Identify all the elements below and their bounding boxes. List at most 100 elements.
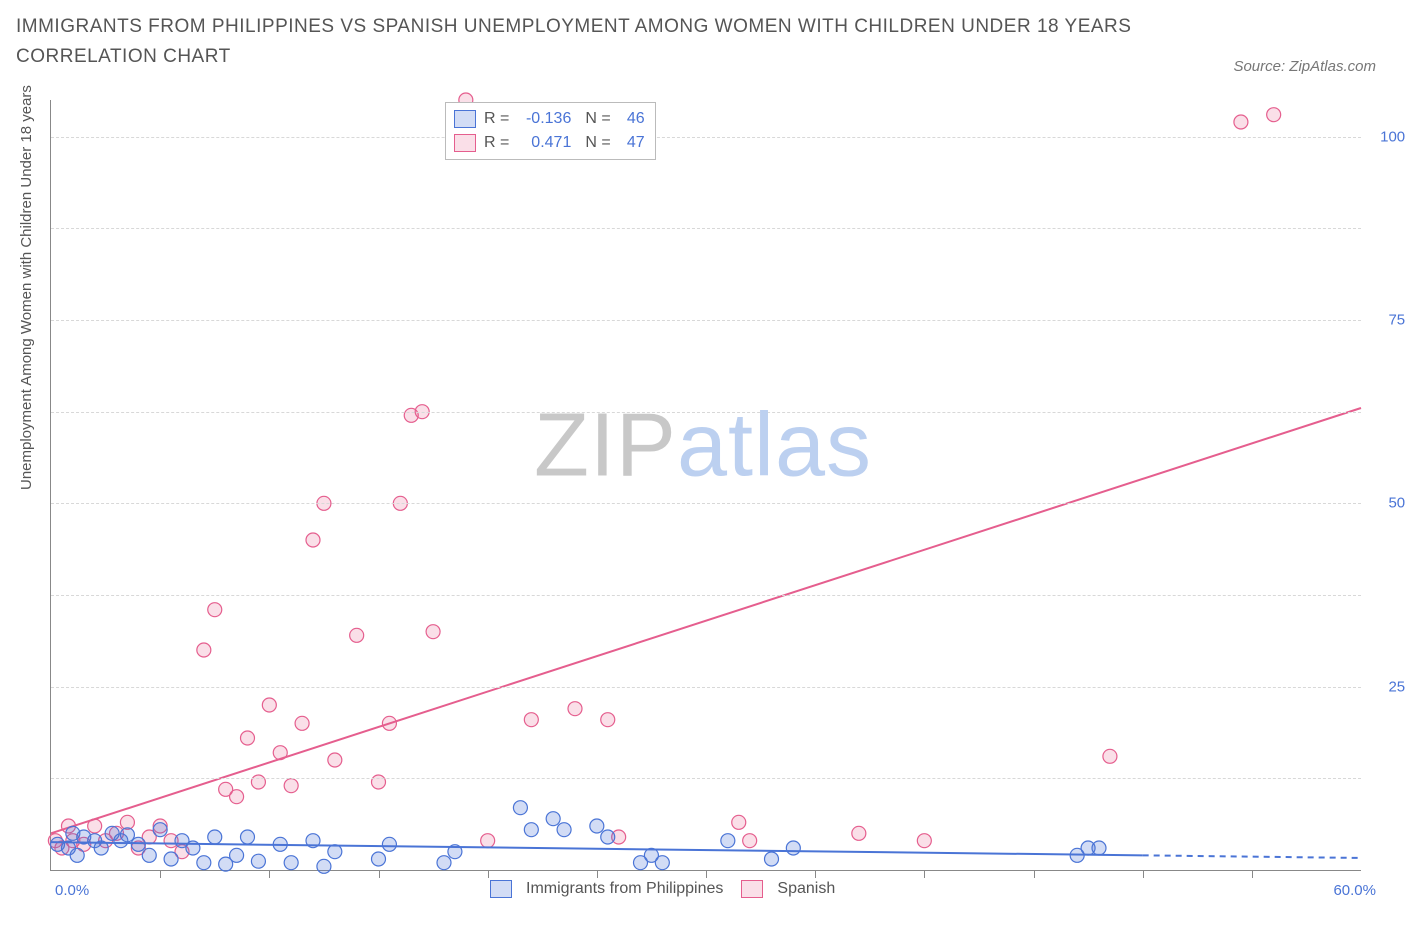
plot-area: 25.0%50.0%75.0%100.0% bbox=[50, 100, 1361, 871]
blue-point bbox=[70, 848, 84, 862]
blue-point bbox=[382, 837, 396, 851]
legend-r-value: -0.136 bbox=[509, 107, 571, 131]
pink-point bbox=[732, 815, 746, 829]
blue-point bbox=[557, 823, 571, 837]
legend-swatch bbox=[490, 880, 512, 898]
grid-line bbox=[51, 687, 1361, 688]
legend-n-value: 47 bbox=[615, 131, 645, 155]
x-axis-min-label: 0.0% bbox=[55, 882, 89, 899]
pink-point bbox=[208, 603, 222, 617]
blue-point bbox=[197, 856, 211, 870]
blue-point bbox=[131, 837, 145, 851]
x-tick bbox=[706, 870, 707, 878]
pink-point bbox=[230, 790, 244, 804]
y-tick-label: 50.0% bbox=[1371, 495, 1406, 512]
grid-line bbox=[51, 137, 1361, 138]
pink-point bbox=[197, 643, 211, 657]
legend-swatch bbox=[454, 134, 476, 152]
grid-line bbox=[51, 595, 1361, 596]
pink-point bbox=[306, 533, 320, 547]
pink-point bbox=[1103, 749, 1117, 763]
x-tick bbox=[815, 870, 816, 878]
pink-point bbox=[852, 826, 866, 840]
x-tick bbox=[488, 870, 489, 878]
grid-line bbox=[51, 778, 1361, 779]
pink-point bbox=[524, 713, 538, 727]
pink-point bbox=[350, 628, 364, 642]
pink-point bbox=[1234, 115, 1248, 129]
legend-r-label: R = bbox=[484, 107, 509, 131]
blue-point bbox=[142, 848, 156, 862]
legend-n-label: N = bbox=[585, 107, 610, 131]
y-tick-label: 100.0% bbox=[1371, 128, 1406, 145]
pink-point bbox=[917, 834, 931, 848]
grid-line bbox=[51, 228, 1361, 229]
blue-point bbox=[230, 848, 244, 862]
blue-point bbox=[437, 856, 451, 870]
chart-svg bbox=[51, 100, 1361, 870]
y-tick-label: 75.0% bbox=[1371, 312, 1406, 329]
blue-point bbox=[241, 830, 255, 844]
blue-point bbox=[655, 856, 669, 870]
blue-point bbox=[208, 830, 222, 844]
pink-point bbox=[262, 698, 276, 712]
x-tick bbox=[160, 870, 161, 878]
legend-swatch bbox=[741, 880, 763, 898]
y-tick-label: 25.0% bbox=[1371, 678, 1406, 695]
x-tick bbox=[269, 870, 270, 878]
blue-point bbox=[524, 823, 538, 837]
legend-correlation-row: R =-0.136 N =46 bbox=[454, 107, 645, 131]
blue-point bbox=[284, 856, 298, 870]
pink-point bbox=[743, 834, 757, 848]
pink-point bbox=[372, 775, 386, 789]
blue-point bbox=[153, 823, 167, 837]
blue-point bbox=[328, 845, 342, 859]
blue-point bbox=[372, 852, 386, 866]
legend-series-label: Immigrants from Philippines bbox=[526, 880, 723, 898]
pink-point bbox=[295, 716, 309, 730]
legend-series-item: Immigrants from Philippines bbox=[490, 880, 723, 898]
blue-point bbox=[590, 819, 604, 833]
pink-point bbox=[1267, 108, 1281, 122]
blue-trend-line bbox=[51, 842, 1143, 855]
pink-point bbox=[241, 731, 255, 745]
x-tick bbox=[1252, 870, 1253, 878]
blue-point bbox=[1092, 841, 1106, 855]
source-attribution: Source: ZipAtlas.com bbox=[1233, 58, 1376, 75]
pink-point bbox=[328, 753, 342, 767]
blue-point bbox=[721, 834, 735, 848]
legend-series-label: Spanish bbox=[777, 880, 835, 898]
legend-n-value: 46 bbox=[615, 107, 645, 131]
x-tick bbox=[597, 870, 598, 878]
grid-line bbox=[51, 503, 1361, 504]
y-axis-label: Unemployment Among Women with Children U… bbox=[18, 85, 35, 490]
blue-point bbox=[317, 859, 331, 873]
legend-correlation-row: R =0.471 N =47 bbox=[454, 131, 645, 155]
x-tick bbox=[379, 870, 380, 878]
pink-point bbox=[601, 713, 615, 727]
grid-line bbox=[51, 320, 1361, 321]
x-axis-max-label: 60.0% bbox=[1333, 882, 1376, 899]
blue-point bbox=[164, 852, 178, 866]
blue-point bbox=[251, 854, 265, 868]
legend-r-value: 0.471 bbox=[509, 131, 571, 155]
legend-r-label: R = bbox=[484, 131, 509, 155]
blue-point bbox=[546, 812, 560, 826]
legend-n-label: N = bbox=[585, 131, 610, 155]
correlation-legend: R =-0.136 N =46 R =0.471 N =47 bbox=[445, 102, 656, 160]
pink-point bbox=[251, 775, 265, 789]
blue-point bbox=[786, 841, 800, 855]
x-tick bbox=[924, 870, 925, 878]
pink-point bbox=[426, 625, 440, 639]
legend-series-item: Spanish bbox=[741, 880, 835, 898]
pink-trend-line bbox=[51, 408, 1361, 833]
pink-point bbox=[481, 834, 495, 848]
pink-point bbox=[568, 702, 582, 716]
blue-point bbox=[513, 801, 527, 815]
blue-trend-dashed bbox=[1143, 855, 1361, 858]
pink-point bbox=[284, 779, 298, 793]
series-legend: Immigrants from Philippines Spanish bbox=[490, 880, 835, 898]
x-tick bbox=[1034, 870, 1035, 878]
chart-title: IMMIGRANTS FROM PHILIPPINES VS SPANISH U… bbox=[16, 12, 1166, 73]
legend-swatch bbox=[454, 110, 476, 128]
